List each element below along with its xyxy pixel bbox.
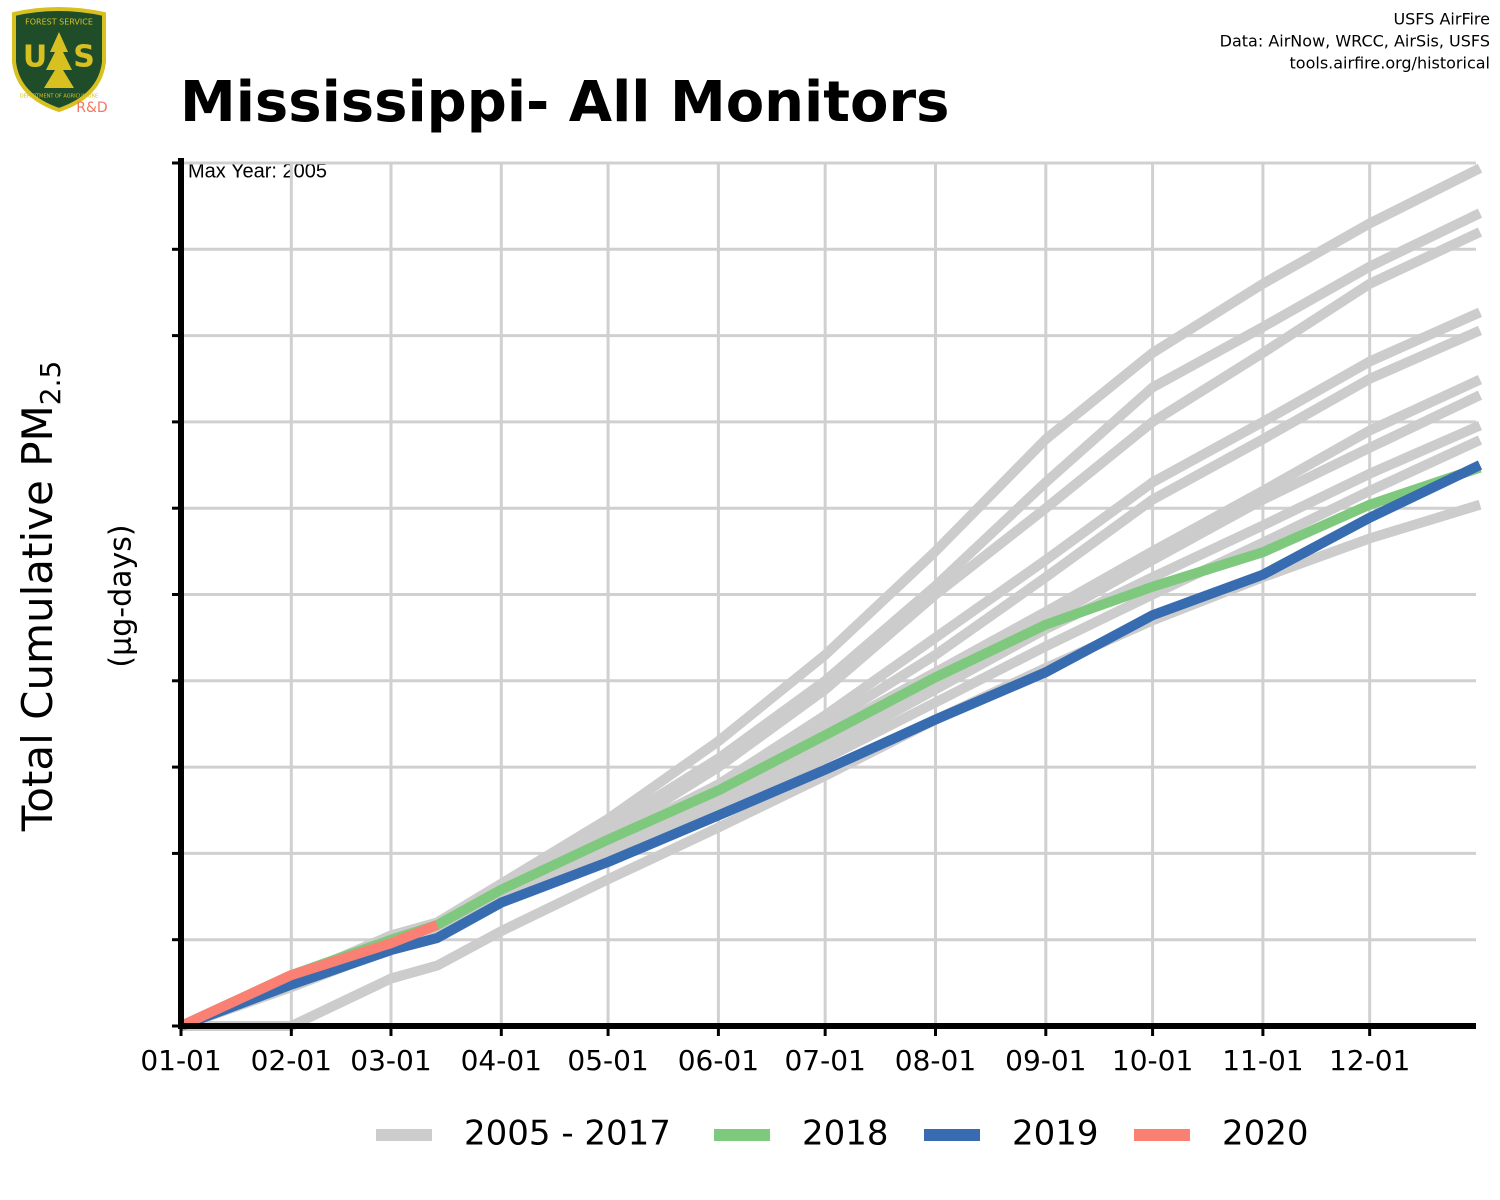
credit-line: USFS AirFire [1393, 10, 1490, 29]
credits: USFS AirFire Data: AirNow, WRCC, AirSis, … [1220, 10, 1490, 73]
logo-top: FOREST SERVICE [25, 18, 93, 27]
legend-label: 2018 [802, 1114, 889, 1154]
y-axis-label-text: Total Cumulative PM [13, 405, 62, 832]
legend: 2005 - 2017 2018 2019 2020 [376, 1114, 1309, 1154]
logo-tree [44, 32, 74, 88]
legend-label: 2020 [1222, 1114, 1309, 1154]
logo-tag: R&D [76, 100, 107, 116]
x-tick-label: 11-01 [1222, 1044, 1303, 1077]
y-axis-label: Total Cumulative PM2.5 [13, 361, 68, 833]
x-tick-label: 05-01 [567, 1044, 648, 1077]
x-tick-label: 09-01 [1005, 1044, 1086, 1077]
series-line [179, 460, 1483, 1031]
y-axis-label-subscript: 2.5 [34, 361, 67, 406]
credit-line: tools.airfire.org/historical [1290, 54, 1490, 73]
x-tick-label: 01-01 [140, 1044, 221, 1077]
logo-letter: S [73, 40, 95, 75]
y-axis-unit: (µg-days) [104, 524, 139, 667]
legend-label: 2005 - 2017 [464, 1114, 671, 1154]
series-line [179, 163, 1483, 1031]
credit-line: Data: AirNow, WRCC, AirSis, USFS [1220, 32, 1490, 51]
axes: 01-01 02-01 03-01 04-01 05-01 06-01 07-01 08-01… [140, 158, 1476, 1077]
series-line [179, 227, 1483, 1031]
x-tick-label: 10-01 [1112, 1044, 1193, 1077]
x-tick-label: 03-01 [350, 1044, 431, 1077]
series-line [179, 307, 1483, 1031]
x-tick-label: 08-01 [895, 1044, 976, 1077]
logo: FOREST SERVICE U S DEPARTMENT OF AGRICUL… [12, 7, 108, 116]
chart-title: Mississippi- All Monitors [180, 70, 949, 135]
logo-bottom: DEPARTMENT OF AGRICULTURE [20, 94, 98, 100]
x-tick-label: 12-01 [1329, 1044, 1410, 1077]
series-line [178, 920, 440, 1031]
plot-lines [178, 163, 1483, 1031]
logo-letter: U [23, 40, 47, 75]
grid [179, 161, 1476, 1028]
x-tick-label: 02-01 [251, 1044, 332, 1077]
x-tick-label: 07-01 [784, 1044, 865, 1077]
x-tick-label: 06-01 [678, 1044, 759, 1077]
series-line [179, 375, 1483, 1031]
x-tick-label: 04-01 [461, 1044, 542, 1077]
legend-label: 2019 [1012, 1114, 1099, 1154]
